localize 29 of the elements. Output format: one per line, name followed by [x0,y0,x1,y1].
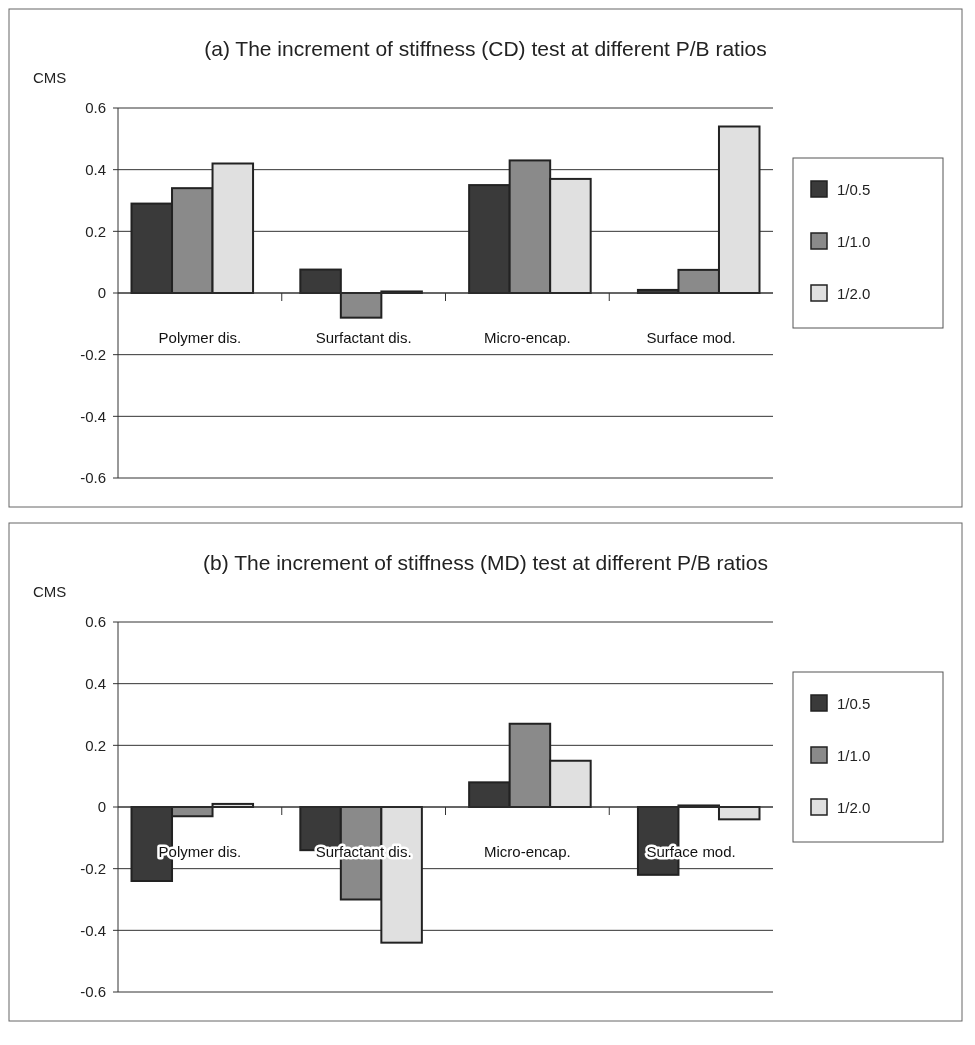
chart-title: (a) The increment of stiffness (CD) test at different P/B ratios [204,37,767,60]
y-tick-label: -0.4 [80,921,106,939]
y-tick-label: -0.2 [80,859,106,877]
chart-title: (b) The increment of stiffness (MD) test at different P/B ratios [203,551,768,574]
y-tick-label: 0.6 [85,613,106,631]
y-tick-label: 0.2 [85,222,106,240]
y-tick-label: -0.6 [80,469,106,487]
y-axis-title: CMS [33,69,67,86]
y-tick-label: -0.6 [80,983,106,1001]
x-tick-label: Micro-encap. [484,843,571,860]
y-tick-label: 0.6 [85,99,106,117]
y-tick-label: 0.4 [85,674,106,692]
x-tick-label: Micro-encap. [484,329,571,346]
legend-label: 1/2.0 [837,799,871,817]
y-tick-label: 0 [97,798,106,816]
y-tick-label: -0.2 [80,345,106,363]
legend-label: 1/1.0 [837,233,871,251]
legend-label: 1/0.5 [837,181,871,199]
x-tick-label: Surface mod. [646,329,736,346]
x-tick-label: Surfactant dis. [315,329,412,346]
y-tick-label: -0.4 [80,407,106,425]
x-tick-label: Polymer dis. [158,329,242,346]
y-tick-label: 0 [97,284,106,302]
y-tick-label: 0.4 [85,160,106,178]
y-tick-label: 0.2 [85,736,106,754]
legend-label: 1/1.0 [837,747,871,765]
legend-label: 1/0.5 [837,695,871,713]
legend-label: 1/2.0 [837,285,871,303]
y-axis-title: CMS [33,583,67,600]
